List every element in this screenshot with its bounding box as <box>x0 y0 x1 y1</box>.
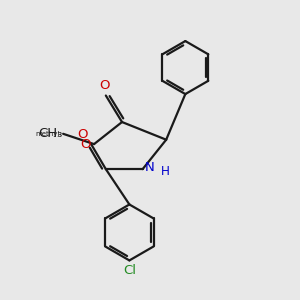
Text: O: O <box>78 128 88 141</box>
Text: Cl: Cl <box>123 264 136 277</box>
Text: O: O <box>80 138 91 151</box>
Text: methyl: methyl <box>36 131 60 137</box>
Text: N: N <box>145 161 155 174</box>
Text: H: H <box>161 165 170 178</box>
Text: CH₃: CH₃ <box>38 127 62 140</box>
Text: O: O <box>99 79 110 92</box>
